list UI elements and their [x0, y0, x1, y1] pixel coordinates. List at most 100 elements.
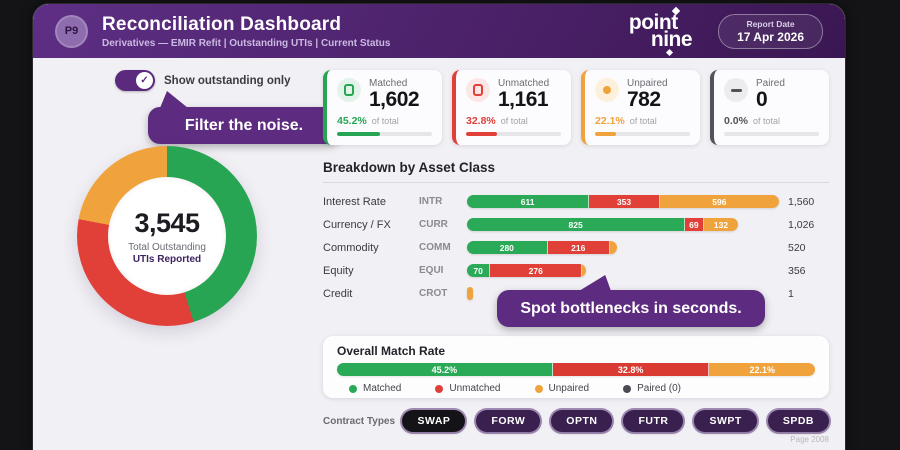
overall-segment-45.2%: 45.2%: [337, 363, 553, 376]
asset-stacked-bar: 611 353 596: [467, 195, 779, 208]
legend-label: Unmatched: [449, 383, 501, 394]
asset-code: INTR: [419, 196, 443, 207]
kpi-percent-row: 0.0% of total: [724, 115, 819, 127]
segment-unpaired: 132: [703, 218, 739, 231]
contract-pill-futr[interactable]: FUTR: [623, 410, 684, 432]
unmatched-square-icon: [466, 78, 490, 102]
segment-matched: 280: [467, 241, 548, 254]
asset-row-crot: Credit CROT 1: [323, 282, 829, 305]
kpi-percent: 45.2%: [337, 115, 367, 128]
kpi-card-matched: Matched 1,602 45.2% of total: [323, 70, 442, 146]
overall-legend: Matched Unmatched Unpaired Paired (0): [337, 383, 815, 394]
filter-callout-bubble: Filter the noise.: [148, 91, 340, 144]
kpi-value: 782: [627, 88, 661, 111]
legend-dot-icon: [349, 384, 357, 393]
legend-item: Paired (0): [623, 383, 681, 394]
asset-bar-zone: 280 216: [467, 241, 779, 254]
legend-item: Matched: [349, 383, 401, 394]
kpi-card-unmatched: Unmatched 1,161 32.8% of total: [452, 70, 571, 146]
kpi-of-total: of total: [371, 116, 399, 127]
legend-label: Unpaired: [548, 383, 590, 394]
asset-code: COMM: [419, 242, 451, 253]
kpi-card-top: Unmatched 1,161: [466, 78, 561, 111]
legend-dot-icon: [435, 384, 444, 393]
contract-pill-spdb[interactable]: SPDB: [767, 410, 829, 432]
overall-stacked-bar: 45.2% 32.8% 22.1%: [337, 363, 815, 376]
legend-dot-icon: [534, 384, 543, 393]
kpi-progress-fill: [466, 132, 498, 137]
matched-square-icon: [344, 84, 354, 96]
kpi-card-text: Unmatched 1,161: [498, 78, 549, 111]
kpi-of-total: of total: [500, 116, 528, 127]
kpi-of-total: of total: [629, 116, 657, 127]
donut-total-value: 3,545: [134, 207, 200, 238]
overall-title: Overall Match Rate: [337, 344, 446, 358]
segment-unpaired: [609, 241, 617, 254]
page-subtitle: Derivatives — EMIR Refit | Outstanding U…: [102, 37, 391, 49]
kpi-card-row: Matched 1,602 45.2% of total Unmatched 1,161 3…: [323, 70, 829, 146]
kpi-percent: 32.8%: [466, 115, 496, 128]
overall-segment-32.8%: 32.8%: [552, 363, 710, 376]
contract-pill-optn[interactable]: OPTN: [551, 410, 613, 432]
unmatched-square-icon: [473, 84, 483, 96]
contract-type-pills: SWAP FORW OPTN FUTR SWPT SPDB: [402, 410, 829, 432]
report-date-label: Report Date: [746, 18, 795, 29]
legend-item: Unmatched: [435, 383, 501, 394]
contract-types-label: Contract Types: [323, 415, 396, 427]
asset-row-equi: Equity EQUI 70 276 356: [323, 259, 829, 282]
show-outstanding-toggle[interactable]: ✓: [115, 70, 155, 91]
toggle-check-icon: ✓: [136, 72, 153, 89]
bottleneck-callout-bubble: Spot bottlenecks in seconds.: [497, 275, 765, 327]
contract-pill-swap[interactable]: SWAP: [402, 410, 466, 432]
asset-total: 356: [788, 264, 806, 277]
segment-unmatched: 69: [685, 218, 704, 231]
segment-matched: 70: [467, 264, 491, 277]
asset-code: EQUI: [419, 265, 444, 276]
legend-label: Paired (0): [637, 383, 681, 394]
asset-row-intr: Interest Rate INTR 611 353 596 1,560: [323, 190, 829, 213]
kpi-percent-row: 32.8% of total: [466, 115, 561, 127]
paired-dash-icon: [730, 88, 742, 92]
contract-pill-forw[interactable]: FORW: [476, 410, 541, 432]
donut-caption-line2: UTIs Reported: [132, 253, 202, 265]
dashboard-panel: P9 Reconciliation Dashboard Derivatives …: [33, 4, 845, 450]
unpaired-dot-icon: [595, 78, 619, 102]
kpi-label: Unmatched: [498, 78, 550, 89]
callout-tail-icon: [160, 91, 188, 108]
donut-ring: 3,545 Total Outstanding UTIs Reported: [77, 146, 257, 326]
kpi-card-top: Matched 1,602: [337, 78, 432, 111]
contract-pill-swpt[interactable]: SWPT: [694, 410, 757, 432]
asset-row-comm: Commodity COMM 280 216 520: [323, 236, 829, 259]
logo-line2: nine: [650, 28, 693, 51]
kpi-of-total: of total: [752, 116, 780, 127]
asset-label: Commodity: [323, 241, 379, 254]
asset-stacked-bar: 70 276: [467, 264, 586, 277]
asset-total: 520: [788, 241, 806, 254]
legend-dot-icon: [623, 384, 632, 393]
asset-stacked-bar: [467, 287, 474, 300]
kpi-percent: 22.1%: [595, 115, 625, 128]
kpi-card-unpaired: Unpaired 782 22.1% of total: [581, 70, 700, 146]
asset-total: 1,026: [788, 218, 815, 231]
asset-stacked-bar: 825 69 132: [467, 218, 739, 231]
p9-badge: P9: [55, 14, 88, 48]
segment-unpaired: [582, 264, 586, 277]
asset-code: CROT: [419, 288, 448, 299]
kpi-label: Paired: [756, 78, 785, 89]
segment-matched: 611: [467, 195, 590, 208]
logo-line1: point: [628, 10, 678, 34]
kpi-percent-row: 45.2% of total: [337, 115, 432, 127]
segment-matched: 825: [467, 218, 686, 231]
kpi-value: 1,161: [498, 88, 549, 111]
page-title: Reconciliation Dashboard: [102, 13, 342, 35]
filter-callout-text: Filter the noise.: [184, 116, 304, 134]
kpi-card-top: Unpaired 782: [595, 78, 690, 111]
kpi-value: 0: [756, 88, 768, 111]
kpi-percent-row: 22.1% of total: [595, 115, 690, 127]
pointnine-logo: point nine: [628, 6, 693, 57]
header-bar: P9 Reconciliation Dashboard Derivatives …: [33, 4, 845, 58]
toggle-label: Show outstanding only: [164, 74, 291, 87]
kpi-progress-track: [724, 132, 819, 137]
unpaired-dot-icon: [603, 86, 611, 94]
